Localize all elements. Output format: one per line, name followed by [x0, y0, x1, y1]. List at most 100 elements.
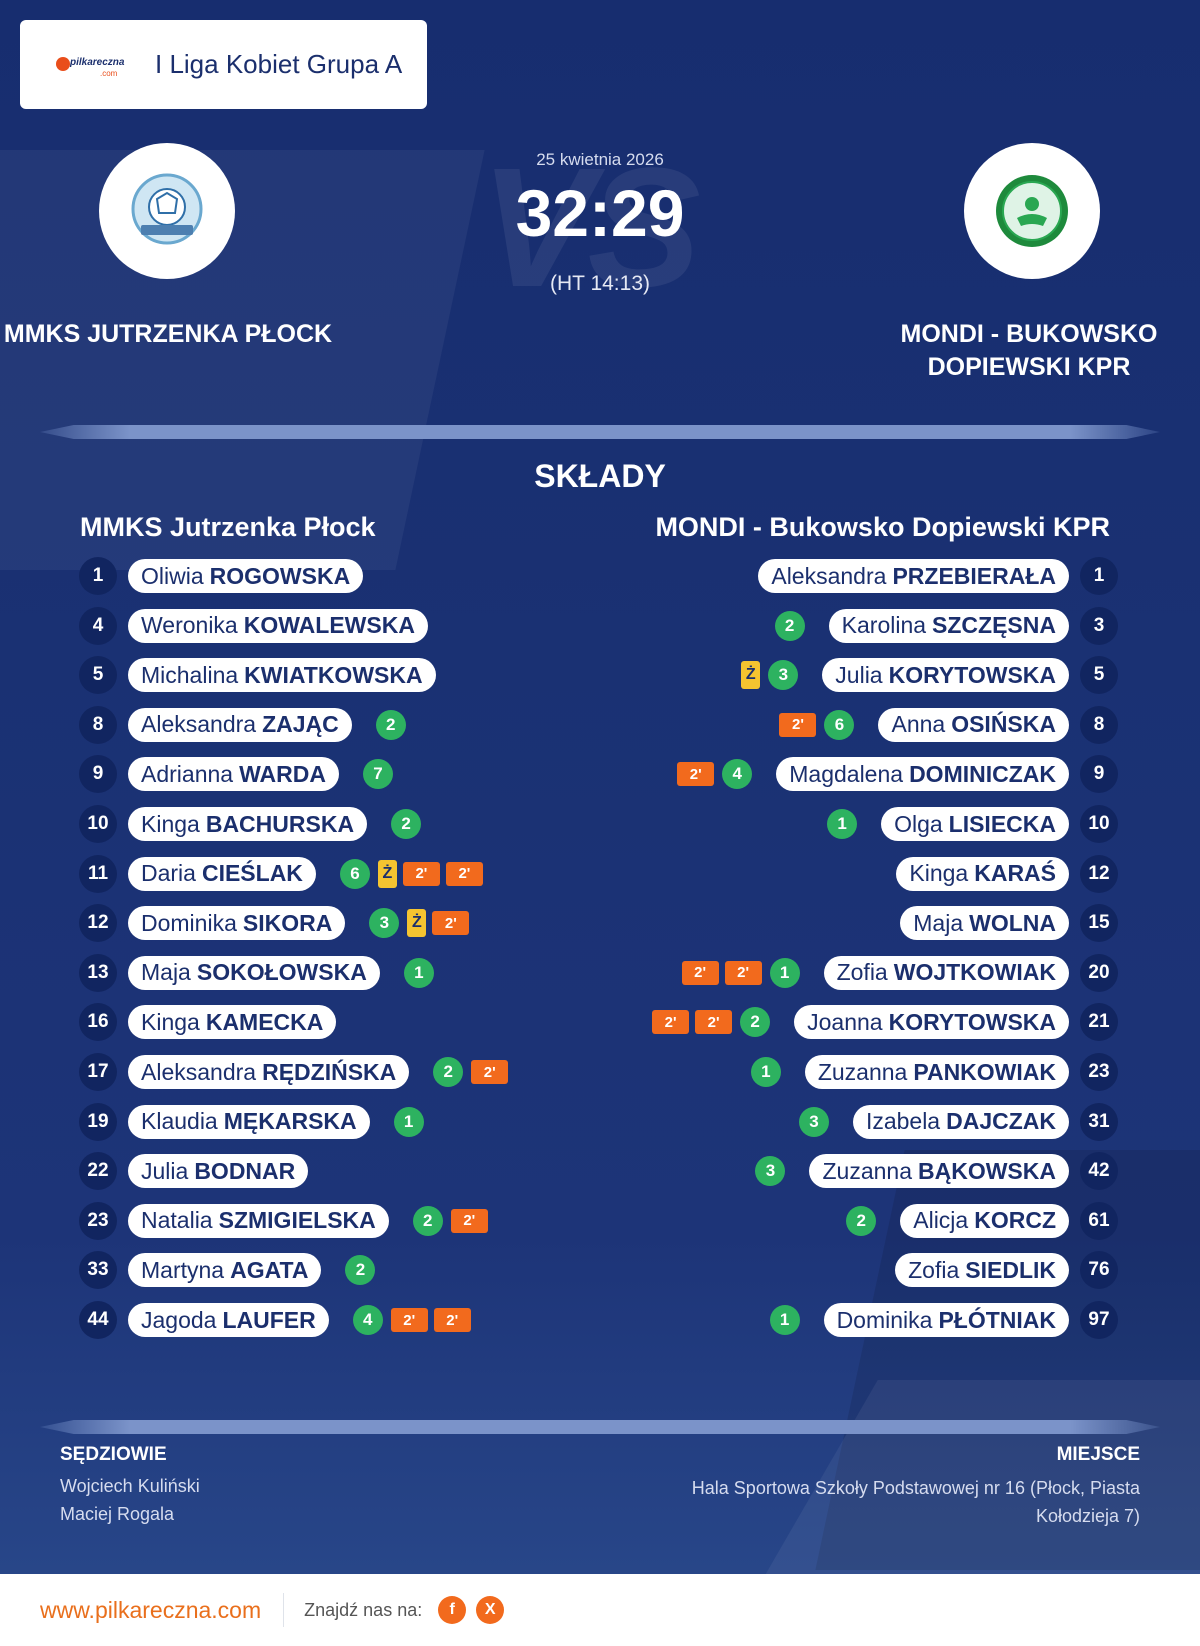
- match-date: 25 kwietnia 2026: [536, 150, 664, 169]
- player-first-name: Weronika: [141, 612, 238, 639]
- player-number: 21: [1080, 1003, 1118, 1042]
- player-name: Michalina KWIATKOWSKA: [128, 658, 436, 693]
- player-first-name: Dominika: [836, 1306, 933, 1333]
- facebook-icon[interactable]: f: [438, 1596, 467, 1624]
- player-row: 1 Aleksandra PRZEBIERAŁA: [758, 557, 1118, 595]
- player-name: Martyna AGATA: [128, 1253, 322, 1288]
- player-row: 20 Zofia WOJTKOWIAK 1 2' 2': [681, 953, 1118, 992]
- player-name: Adrianna WARDA: [128, 757, 339, 792]
- player-number: 10: [79, 805, 117, 843]
- player-name: Kinga KAMECKA: [128, 1005, 337, 1040]
- player-first-name: Kinga: [141, 1008, 200, 1035]
- player-row: 22 Julia BODNAR: [79, 1152, 309, 1191]
- yellow-card-icon: Ż: [377, 859, 397, 888]
- lineups-title: SKŁADY: [534, 458, 666, 494]
- player-number: 9: [79, 755, 117, 794]
- player-last-name: ZAJĄC: [262, 711, 339, 738]
- player-row: 33 Martyna AGATA 2: [79, 1251, 376, 1290]
- player-name: Maja SOKOŁOWSKA: [128, 955, 380, 990]
- player-number: 13: [79, 953, 117, 992]
- player-last-name: SZMIGIELSKA: [218, 1207, 376, 1234]
- suspension-badge: 2': [695, 1010, 733, 1035]
- player-last-name: SZCZĘSNA: [932, 612, 1056, 639]
- player-first-name: Julia: [141, 1157, 189, 1184]
- player-last-name: CIEŚLAK: [201, 860, 303, 887]
- find-us-label: Znajdź nas na:: [304, 1599, 423, 1620]
- goals-badge: 2: [412, 1205, 443, 1236]
- player-number: 8: [79, 705, 117, 744]
- player-number: 5: [79, 656, 117, 695]
- player-last-name: KAMECKA: [205, 1008, 324, 1035]
- site-link[interactable]: www.pilkareczna.com: [40, 1596, 262, 1623]
- player-first-name: Martyna: [141, 1256, 225, 1283]
- player-number: 23: [79, 1201, 117, 1240]
- goals-badge: 1: [769, 1305, 800, 1335]
- player-first-name: Alicja: [913, 1207, 969, 1234]
- player-name: Kinga BACHURSKA: [128, 807, 368, 841]
- player-number: 16: [79, 1003, 117, 1042]
- player-name: Zofia WOJTKOWIAK: [823, 955, 1069, 990]
- away-team-crest: [964, 143, 1100, 279]
- player-last-name: KARAŚ: [974, 860, 1056, 887]
- referee-name: Maciej Rogala: [60, 1504, 175, 1524]
- player-number: 76: [1080, 1251, 1118, 1290]
- player-number: 12: [1080, 854, 1118, 893]
- player-first-name: Magdalena: [789, 760, 904, 787]
- player-name: Maja WOLNA: [900, 906, 1069, 941]
- player-name: Anna OSIŃSKA: [878, 707, 1069, 742]
- player-number: 11: [79, 854, 117, 893]
- player-name: Natalia SZMIGIELSKA: [128, 1203, 389, 1238]
- player-first-name: Julia: [835, 661, 883, 688]
- player-first-name: Kinga: [141, 810, 200, 837]
- player-last-name: BĄKOWSKA: [918, 1157, 1056, 1184]
- halftime-score: (HT 14:13): [550, 272, 650, 295]
- player-number: 42: [1080, 1152, 1118, 1191]
- player-row: 16 Kinga KAMECKA: [79, 1003, 337, 1042]
- x-icon[interactable]: X: [476, 1596, 505, 1624]
- player-number: 10: [1080, 805, 1118, 843]
- player-number: 12: [79, 904, 117, 943]
- player-row: 1 Oliwia ROGOWSKA: [79, 557, 364, 595]
- goals-badge: 1: [393, 1106, 424, 1137]
- goals-badge: 2: [391, 809, 422, 839]
- away-team-name: MONDI - BUKOWSKO DOPIEWSKI KPR: [900, 320, 1158, 381]
- league-badge: pilkareczna .com I Liga Kobiet Grupa A: [20, 20, 427, 109]
- goals-badge: 7: [362, 759, 393, 790]
- suspension-badge: 2': [445, 861, 483, 886]
- player-row: 8 Aleksandra ZAJĄC 2: [79, 705, 406, 744]
- goals-badge: 3: [369, 908, 400, 939]
- player-row: 19 Klaudia MĘKARSKA 1: [79, 1102, 424, 1141]
- player-name: Zuzanna BĄKOWSKA: [809, 1154, 1069, 1189]
- player-row: 23 Natalia SZMIGIELSKA 2 2': [79, 1201, 488, 1240]
- player-number: 22: [79, 1152, 117, 1191]
- player-last-name: KORCZ: [974, 1207, 1056, 1234]
- player-last-name: SOKOŁOWSKA: [196, 959, 367, 986]
- player-last-name: KOWALEWSKA: [243, 612, 415, 639]
- mondi-crest-icon: [996, 175, 1068, 247]
- home-team-crest: [99, 143, 235, 279]
- player-row: 15 Maja WOLNA: [900, 904, 1118, 943]
- player-number: 9: [1080, 755, 1118, 794]
- goals-badge: 4: [722, 759, 753, 790]
- player-name: Dominika PŁÓTNIAK: [823, 1303, 1069, 1337]
- player-name: Joanna KORYTOWSKA: [794, 1005, 1069, 1040]
- player-first-name: Maja: [141, 959, 191, 986]
- jutrzenka-crest-icon: [131, 173, 203, 245]
- venue-text: Hala Sportowa Szkoły Podstawowej nr 16 (…: [691, 1478, 1140, 1526]
- player-number: 44: [79, 1301, 117, 1339]
- away-roster-title: MONDI - Bukowsko Dopiewski KPR: [655, 512, 1110, 542]
- player-number: 4: [79, 606, 117, 645]
- player-last-name: SIEDLIK: [965, 1256, 1056, 1283]
- player-first-name: Zofia: [908, 1256, 960, 1283]
- suspension-badge: 2': [433, 1308, 471, 1332]
- player-number: 97: [1080, 1301, 1118, 1339]
- player-last-name: LISIECKA: [948, 810, 1056, 837]
- player-name: Dominika SIKORA: [128, 906, 346, 941]
- player-row: 12 Kinga KARAŚ: [896, 854, 1118, 893]
- player-number: 3: [1080, 606, 1118, 645]
- player-last-name: DAJCZAK: [946, 1108, 1056, 1135]
- player-last-name: AGATA: [230, 1256, 309, 1283]
- player-first-name: Zofia: [836, 959, 888, 986]
- player-row: 23 Zuzanna PANKOWIAK 1: [750, 1053, 1118, 1091]
- suspension-badge: 2': [779, 712, 817, 737]
